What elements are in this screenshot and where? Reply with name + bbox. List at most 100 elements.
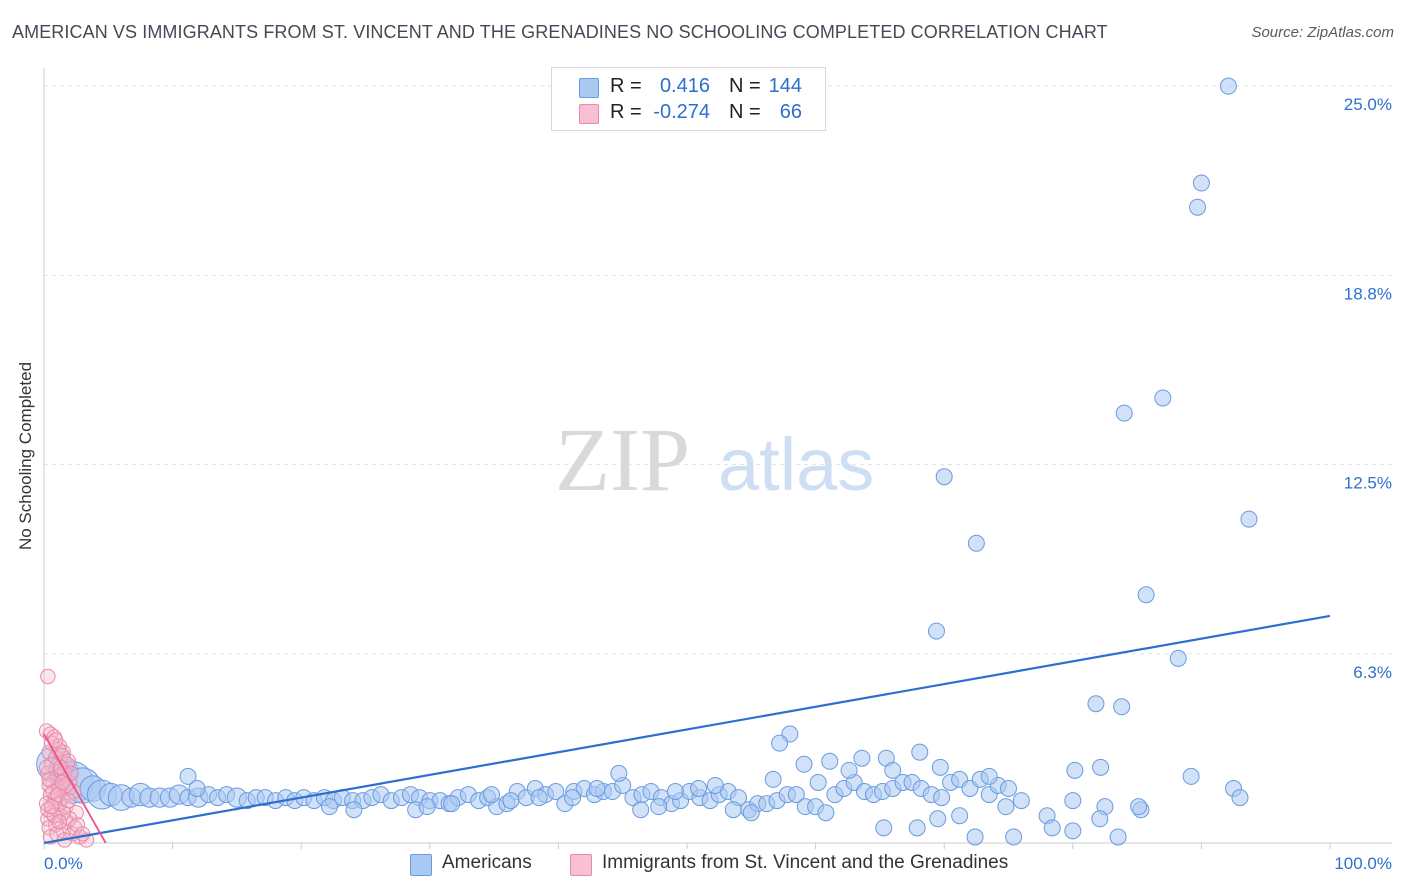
correlation-legend: R = 0.416 N = 144 R = -0.274 N = 66	[551, 67, 826, 131]
series-immigrants	[38, 668, 95, 848]
americans-point	[443, 795, 461, 813]
americans-point	[588, 780, 606, 798]
americans-point	[966, 828, 984, 846]
americans-point	[929, 810, 947, 828]
americans-point	[821, 752, 839, 770]
legend-r-value: 0.416	[659, 75, 710, 97]
immigrants-point	[74, 826, 91, 842]
americans-point	[179, 767, 197, 785]
x-tick-label: 0.0%	[44, 854, 83, 873]
americans-trend-line	[43, 614, 1331, 845]
americans-point	[809, 773, 827, 791]
americans-point	[927, 622, 945, 640]
americans-point	[1092, 758, 1110, 776]
legend-label-americans: Americans	[442, 852, 532, 873]
americans-point	[787, 786, 805, 804]
americans-point	[911, 743, 929, 761]
legend-n-label: N =	[729, 75, 761, 97]
americans-point	[1240, 510, 1258, 528]
immigrants-point	[68, 805, 84, 821]
trend-lines	[43, 614, 1331, 845]
immigrants-point	[40, 668, 56, 685]
americans-point	[908, 819, 926, 837]
watermark-zip: ZIP	[555, 411, 690, 510]
immigrants-point	[65, 783, 82, 800]
immigrants-point	[44, 798, 60, 815]
americans-point	[742, 804, 760, 822]
series-americans	[36, 77, 1258, 846]
americans-point	[690, 780, 708, 798]
americans-point	[1137, 586, 1155, 604]
americans-point	[931, 758, 949, 776]
source-credit: Source: ZipAtlas.com	[1251, 24, 1394, 41]
americans-point	[1115, 404, 1133, 422]
immigrants-point	[41, 771, 57, 788]
americans-point	[1064, 822, 1082, 840]
americans-point	[853, 749, 871, 767]
legend-swatch-americans	[410, 854, 432, 876]
axes	[43, 68, 1392, 849]
legend-label-immigrants: Immigrants from St. Vincent and the Gren…	[602, 852, 1009, 873]
immigrants-point	[60, 753, 77, 769]
americans-point	[188, 780, 206, 798]
immigrants-point	[67, 820, 83, 836]
americans-point	[771, 734, 789, 752]
x-tick-label: 100.0%	[1334, 854, 1392, 873]
americans-point	[418, 798, 436, 816]
immigrants-point	[40, 765, 56, 782]
americans-point	[1231, 789, 1249, 807]
americans-point	[1154, 389, 1172, 407]
americans-point	[1109, 828, 1127, 846]
legend-r-label: R =	[610, 101, 642, 123]
americans-point	[997, 798, 1015, 816]
americans-point	[1113, 698, 1131, 716]
americans-point	[1043, 819, 1061, 837]
legend-swatch-americans	[579, 78, 599, 98]
americans-point	[1169, 649, 1187, 667]
americans-point	[1064, 792, 1082, 810]
legend-r-value: -0.274	[653, 101, 710, 123]
americans-point	[764, 770, 782, 788]
americans-point	[1012, 792, 1030, 810]
americans-point	[502, 792, 520, 810]
americans-point	[610, 764, 628, 782]
americans-point	[951, 807, 969, 825]
americans-point	[933, 789, 951, 807]
americans-point	[967, 534, 985, 552]
americans-point	[547, 783, 565, 801]
legend-n-value: 144	[768, 75, 802, 97]
tick-labels: 6.3% 12.5% 18.8% 25.0% 0.0% 100.0%	[44, 95, 1392, 873]
americans-point	[320, 798, 338, 816]
immigrants-point	[51, 814, 68, 830]
americans-point	[1192, 174, 1210, 192]
chart-title: AMERICAN VS IMMIGRANTS FROM ST. VINCENT …	[12, 22, 1108, 42]
grid-lines	[44, 85, 1392, 655]
immigrants-trend-line	[43, 733, 107, 844]
americans-point	[724, 801, 742, 819]
americans-point	[1189, 198, 1207, 216]
y-tick-label: 18.8%	[1344, 284, 1392, 303]
americans-point	[935, 468, 953, 486]
americans-point	[345, 801, 363, 819]
y-tick-label: 25.0%	[1344, 95, 1392, 114]
americans-point	[875, 819, 893, 837]
immigrants-point	[46, 808, 62, 824]
americans-point	[706, 776, 724, 794]
americans-point	[1182, 767, 1200, 785]
americans-point	[840, 761, 858, 779]
legend-n-value: 66	[779, 101, 802, 123]
americans-point	[1219, 77, 1237, 95]
immigrants-point	[54, 774, 70, 791]
americans-point	[632, 801, 650, 819]
legend-n-label: N =	[729, 101, 761, 123]
legend-swatch-immigrants	[579, 104, 599, 124]
legend-row-americans: R = 0.416 N = 144	[552, 75, 825, 101]
americans-point	[666, 783, 684, 801]
americans-point	[817, 804, 835, 822]
americans-point	[795, 755, 813, 773]
immigrants-point	[60, 792, 77, 809]
americans-point	[1130, 798, 1148, 816]
americans-point	[884, 761, 902, 779]
watermark-atlas: atlas	[718, 423, 874, 506]
americans-point	[1087, 695, 1105, 713]
